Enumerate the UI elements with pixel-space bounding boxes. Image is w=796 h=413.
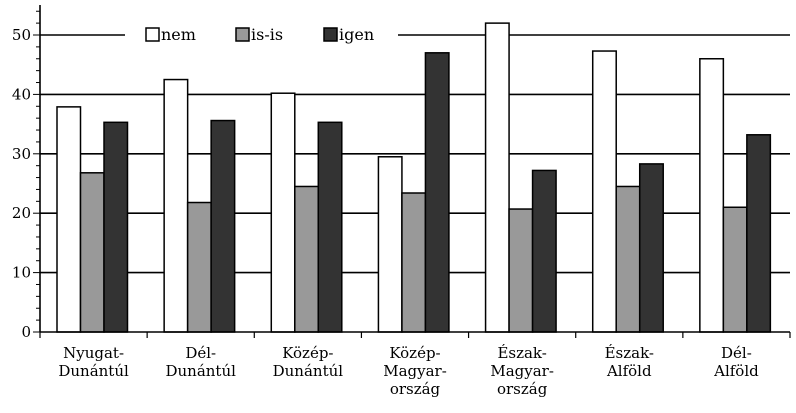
bar-igen-2 [317,121,343,333]
x-category-label: Dél-Alföld [713,344,759,380]
bar-igen-0 [103,121,129,333]
x-category-label: Közép-Magyar-ország [383,344,447,398]
axes [33,5,791,338]
bar-nem-2 [270,92,296,333]
x-category-label: Észak-Magyar-ország [490,344,554,398]
y-tick-label: 20 [12,204,31,222]
legend-swatch-igen [323,27,338,42]
bar-igen-1 [210,119,236,333]
x-category-label: Közép-Dunántúl [273,344,344,380]
bar-is-is-5 [615,185,641,333]
bar-nem-5 [591,50,617,333]
bar-igen-5 [638,163,664,333]
legend-label-igen: igen [339,25,374,44]
legend-label-nem: nem [161,25,196,44]
bar-is-is-3 [401,192,427,333]
bar-is-is-4 [508,208,534,333]
bar-igen-4 [531,169,557,333]
bar-nem-0 [56,106,82,333]
legend-swatch-nem [145,27,160,42]
bar-is-is-2 [294,185,320,333]
y-tick-label: 0 [21,323,31,341]
bar-is-is-6 [722,206,748,333]
bar-nem-4 [484,22,510,333]
y-tick-label: 30 [12,145,31,163]
x-category-label: Észak-Alföld [605,344,654,380]
x-category-label: Dél-Dunántúl [165,344,236,380]
bar-igen-6 [746,134,772,333]
bar-nem-3 [377,156,403,333]
legend-swatch-is-is [235,27,250,42]
axis-labels: 0 10 20 30 40 50 Nyugat-Dunántúl Dél-Dunántúl Kö… [12,26,759,398]
legend: nem is-is igen [125,24,398,46]
y-tick-label: 40 [12,85,31,103]
x-category-label: Nyugat-Dunántúl [58,344,129,380]
bar-igen-3 [424,52,450,333]
y-tick-label: 10 [12,264,31,282]
bar-nem-1 [163,78,189,333]
bar-is-is-0 [79,172,105,333]
y-tick-label: 50 [12,26,31,44]
legend-label-is-is: is-is [251,25,283,44]
bar-nem-6 [699,58,725,333]
bar-is-is-1 [186,201,212,333]
bars [56,22,772,333]
